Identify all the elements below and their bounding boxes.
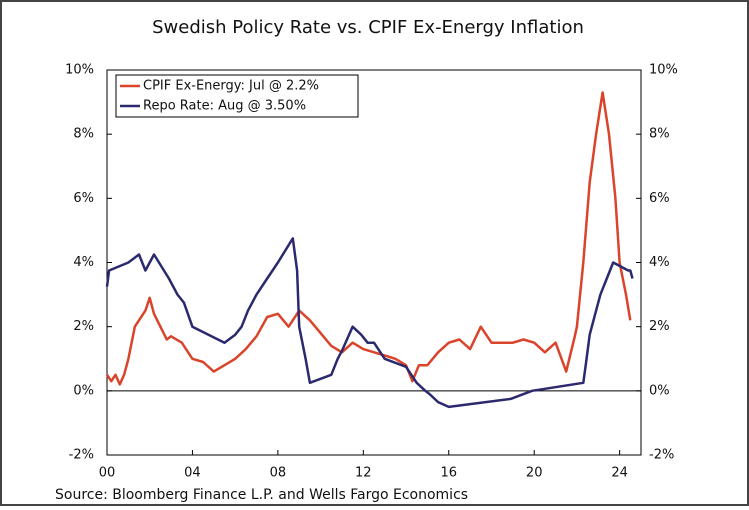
- y2-tick-label: 0%: [649, 383, 670, 398]
- x-tick-label: 24: [611, 466, 628, 481]
- x-tick-label: 20: [526, 466, 543, 481]
- y2-tick-label: -2%: [649, 448, 674, 463]
- legend-box: [115, 74, 359, 118]
- y-tick-label: -2%: [69, 448, 94, 463]
- y2-tick-label: 10%: [649, 63, 678, 78]
- source-note: Source: Bloomberg Finance L.P. and Wells…: [55, 487, 468, 503]
- x-tick-label: 16: [440, 466, 457, 481]
- legend-label: CPIF Ex-Energy: Jul @ 2.2%: [143, 79, 319, 94]
- y-tick-label: 8%: [73, 127, 94, 142]
- y-tick-label: 2%: [73, 319, 94, 334]
- chart-title: Swedish Policy Rate vs. CPIF Ex-Energy I…: [152, 17, 584, 38]
- y2-tick-label: 8%: [649, 127, 670, 142]
- x-tick-label: 08: [270, 466, 287, 481]
- y2-tick-label: 4%: [649, 255, 670, 270]
- y2-tick-label: 6%: [649, 191, 670, 206]
- legend-label: Repo Rate: Aug @ 3.50%: [143, 99, 306, 114]
- y-tick-label: 6%: [73, 191, 94, 206]
- x-tick-label: 04: [184, 466, 201, 481]
- x-tick-label: 12: [355, 466, 372, 481]
- series-line: [105, 237, 634, 409]
- y-tick-label: 4%: [73, 255, 94, 270]
- y-tick-label: 0%: [73, 383, 94, 398]
- y2-tick-label: 2%: [649, 319, 670, 334]
- x-tick-label: 00: [99, 466, 116, 481]
- y-tick-label: 10%: [65, 63, 94, 78]
- series-line: [105, 91, 632, 386]
